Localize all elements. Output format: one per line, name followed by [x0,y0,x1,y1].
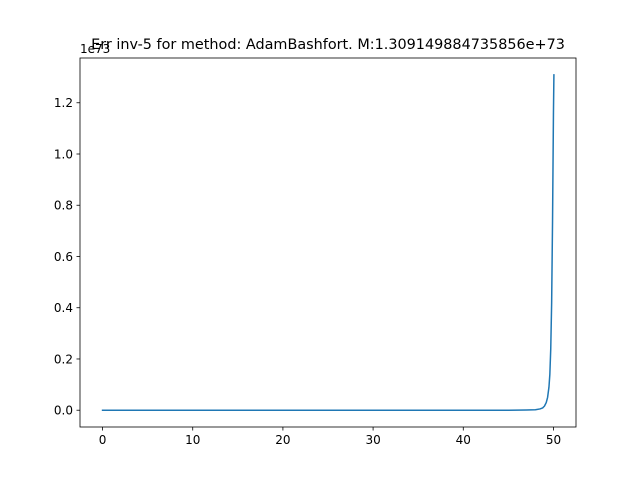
x-tick-label: 10 [185,433,200,447]
y-axis-offset-text: 1e73 [80,42,110,56]
series-line-0 [101,74,555,411]
x-tick-label: 0 [99,433,107,447]
y-tick-label: 0.0 [54,404,73,418]
y-tick-label: 0.6 [54,250,73,264]
y-tick-label: 1.0 [54,147,73,161]
y-tick-label: 1.2 [54,96,73,110]
y-axis: 0.0 0.2 0.4 0.6 0.8 1.0 1.2 [54,96,80,418]
x-tick-label: 30 [365,433,380,447]
y-tick-label: 0.8 [54,199,73,213]
chart-title: Err inv-5 for method: AdamBashfort. M:1.… [91,37,565,53]
y-tick-label: 0.2 [54,352,73,366]
x-tick-label: 20 [275,433,290,447]
x-axis: 0 10 20 30 40 50 [99,427,561,447]
x-tick-label: 50 [546,433,561,447]
y-tick-label: 0.4 [54,301,73,315]
x-tick-label: 40 [456,433,471,447]
series-layer [101,74,555,411]
plot-frame [79,57,577,428]
